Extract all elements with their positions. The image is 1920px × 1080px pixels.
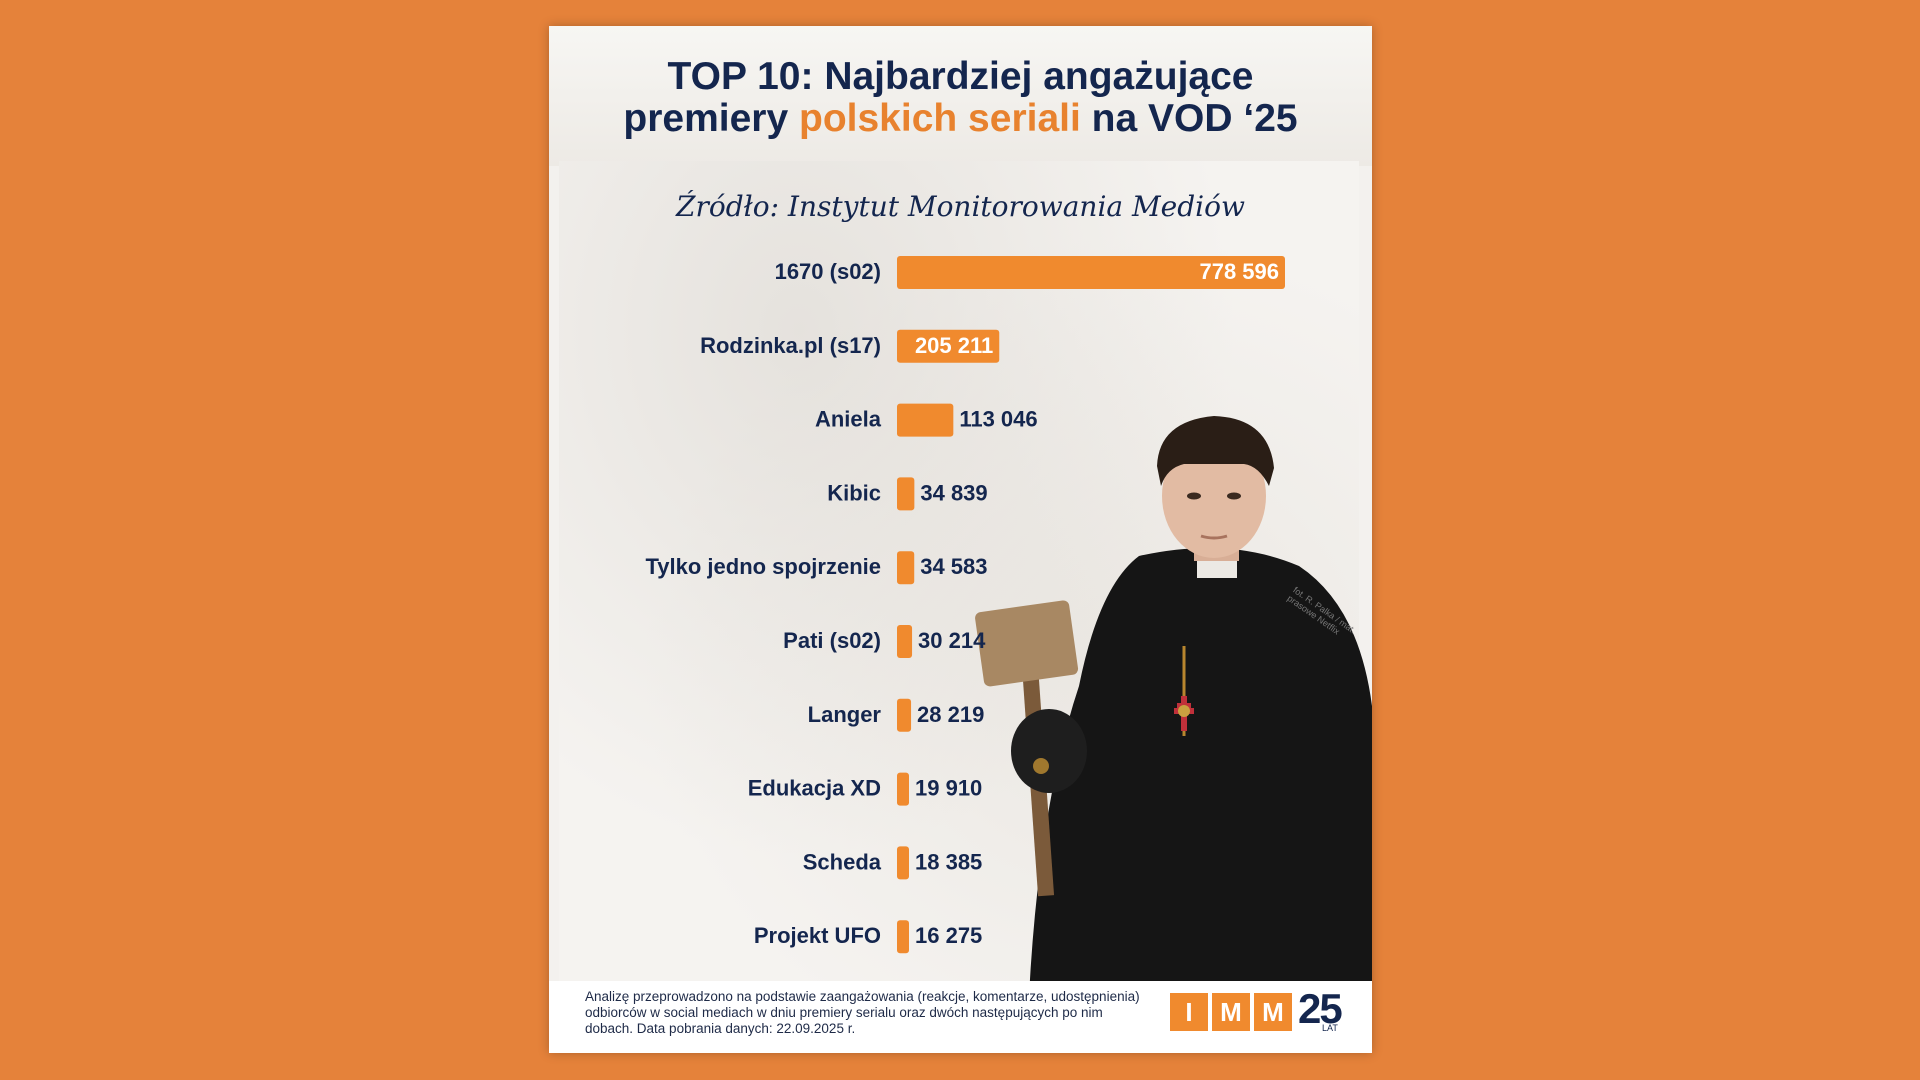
title-post: na VOD ‘25: [1080, 97, 1298, 140]
person-photo: [975, 416, 1372, 996]
value-label: 34 839: [920, 480, 987, 505]
bar: [897, 698, 912, 732]
value-label: 778 596: [1199, 259, 1279, 284]
chart-title: TOP 10: Najbardziej angażujące premiery …: [549, 56, 1372, 140]
category-label: Scheda: [803, 849, 882, 874]
footer: Analizę przeprowadzono na podstawie zaan…: [549, 981, 1372, 1053]
category-label: Langer: [808, 702, 882, 727]
category-label: Projekt UFO: [754, 923, 881, 948]
logo-number: 25: [1298, 985, 1343, 1032]
logo-letter-i: I: [1170, 993, 1208, 1031]
value-label: 18 385: [915, 849, 982, 874]
value-label: 205 211: [915, 333, 993, 358]
bar: [897, 920, 909, 954]
bar: [897, 846, 909, 880]
bar-chart: 1670 (s02) 778 596 Rodzinka.pl (s17) 205 21…: [645, 256, 1285, 954]
bar: [897, 329, 1000, 363]
paper-header: [549, 26, 1372, 166]
title-accent: polskich seriali: [799, 97, 1081, 140]
bar: [897, 772, 909, 806]
value-label: 19 910: [915, 776, 982, 801]
value-label: 16 275: [915, 923, 982, 948]
category-label: Rodzinka.pl (s17): [700, 333, 881, 358]
infographic-poster: TOP 10: Najbardziej angażujące premiery …: [549, 26, 1372, 1053]
bar: [897, 551, 915, 585]
category-label: Aniela: [815, 407, 882, 432]
category-label: 1670 (s02): [775, 259, 881, 284]
bar: [897, 477, 915, 511]
bar: [897, 625, 913, 658]
title-pre: premiery: [623, 97, 800, 140]
category-label: Tylko jedno spojrzenie: [645, 554, 881, 579]
category-label: Edukacja XD: [748, 776, 881, 801]
value-label: 30 214: [918, 628, 986, 653]
logo-letter-m2: M: [1254, 993, 1292, 1031]
category-label: Pati (s02): [783, 628, 881, 653]
value-label: 113 046: [959, 407, 1037, 432]
methodology-footnote: Analizę przeprowadzono na podstawie zaan…: [585, 989, 1140, 1036]
title-line-2: premiery polskich seriali na VOD ‘25: [549, 98, 1372, 140]
value-label: 34 583: [920, 554, 987, 579]
bar: [897, 256, 1285, 289]
bar: [897, 403, 954, 437]
category-label: Kibic: [827, 480, 881, 505]
source-subtitle: Źródło: Instytut Monitorowania Mediów: [676, 190, 1245, 223]
logo-letter-m1: M: [1212, 993, 1250, 1031]
title-line-1: TOP 10: Najbardziej angażujące: [667, 55, 1254, 98]
logo-suffix: LAT: [1322, 1023, 1338, 1033]
value-label: 28 219: [917, 702, 984, 727]
